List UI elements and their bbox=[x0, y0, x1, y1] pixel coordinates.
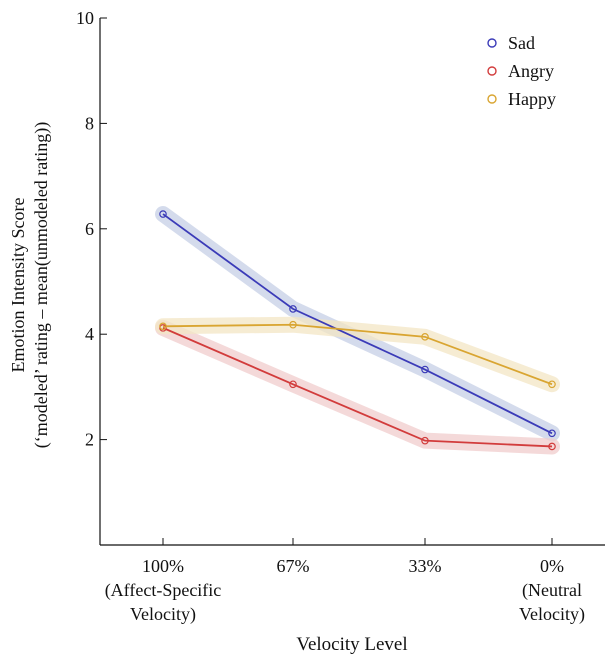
x-tick-label: 67% bbox=[277, 556, 310, 576]
series-points bbox=[159, 210, 556, 451]
line-angry bbox=[162, 327, 553, 448]
y-axis-label-line-1: Emotion Intensity Score bbox=[8, 198, 28, 373]
y-tick-label: 4 bbox=[85, 324, 94, 344]
x-tick-label: 33% bbox=[409, 556, 442, 576]
legend-label-angry: Angry bbox=[508, 61, 554, 81]
x-tick-label: Velocity) bbox=[519, 604, 585, 625]
legend-marker-happy bbox=[487, 94, 497, 104]
x-tick-label: 0% bbox=[540, 556, 564, 576]
point-sad bbox=[289, 305, 297, 313]
point-angry bbox=[421, 436, 429, 445]
legend-label-happy: Happy bbox=[508, 89, 556, 109]
line-happy bbox=[162, 323, 553, 386]
x-ticks: 100% (Affect-Specific Velocity) 67% 33% 0% (Ne… bbox=[105, 538, 585, 625]
point-happy bbox=[159, 322, 167, 331]
x-tick-label: Velocity) bbox=[130, 604, 196, 625]
y-tick-label: 10 bbox=[76, 8, 94, 28]
line-sad bbox=[162, 213, 553, 435]
y-tick-label: 6 bbox=[85, 219, 94, 239]
point-happy bbox=[548, 380, 556, 389]
legend-marker-sad bbox=[487, 38, 497, 48]
y-tick-label: 2 bbox=[85, 430, 94, 450]
y-axis-label-line-2: (‘modeled’ rating – mean(unmodeled ratin… bbox=[31, 122, 52, 449]
point-sad bbox=[159, 210, 167, 218]
x-tick-label: (Neutral bbox=[522, 580, 582, 601]
point-happy bbox=[289, 320, 297, 329]
point-happy bbox=[421, 333, 429, 341]
axes bbox=[99, 18, 605, 546]
x-axis-label: Velocity Level bbox=[296, 634, 407, 655]
point-angry bbox=[289, 380, 297, 389]
legend-marker-angry bbox=[487, 66, 497, 76]
y-axis-label: Emotion Intensity Score (‘modeled’ ratin… bbox=[8, 122, 52, 449]
point-sad bbox=[421, 365, 429, 374]
x-tick-label: (Affect-Specific bbox=[105, 580, 222, 601]
x-tick-label: 100% bbox=[142, 556, 184, 576]
y-ticks: 2 4 6 8 10 bbox=[76, 8, 107, 450]
legend-label-sad: Sad bbox=[508, 33, 535, 53]
y-tick-label: 8 bbox=[85, 113, 94, 133]
series-lines bbox=[162, 213, 553, 448]
point-angry bbox=[548, 442, 556, 451]
point-sad bbox=[548, 429, 556, 438]
legend: Sad Angry Happy bbox=[487, 33, 556, 109]
